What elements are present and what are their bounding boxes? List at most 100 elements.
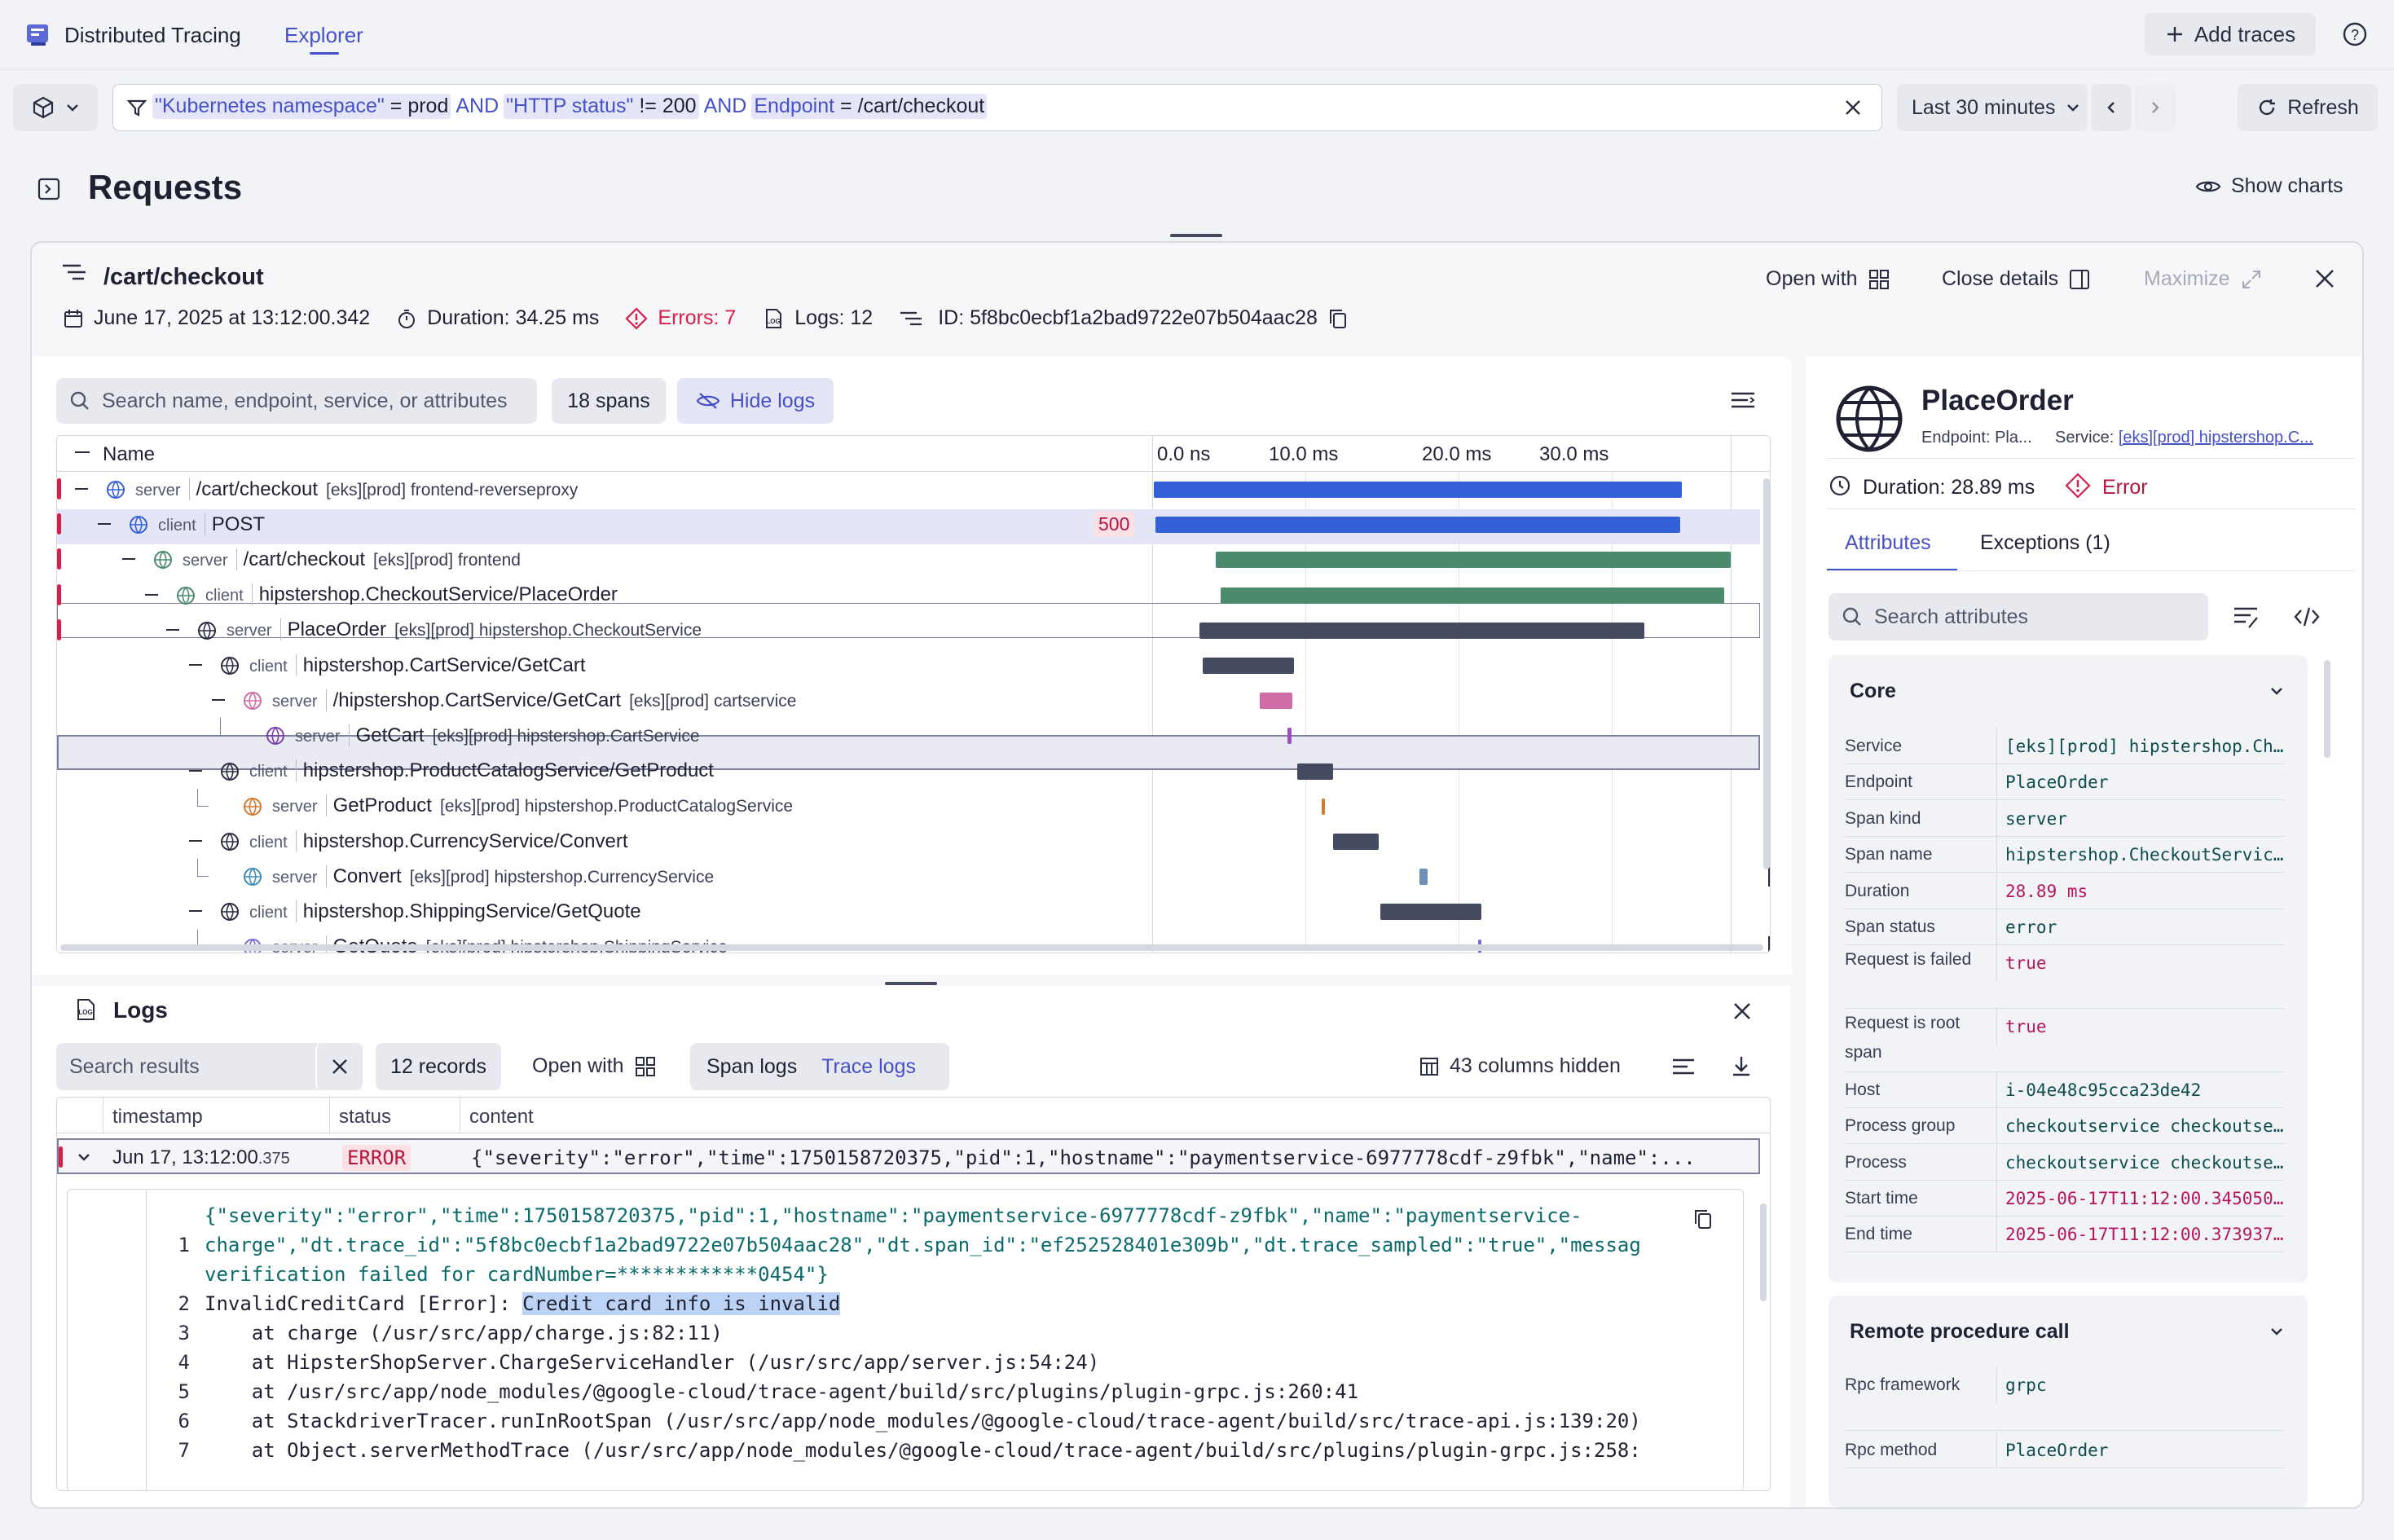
close-logs-icon[interactable] xyxy=(1732,1001,1753,1022)
span-row[interactable]: server Convert [eks][prod] hipstershop.Cur… xyxy=(57,859,1760,894)
attribute-row[interactable]: Service [eks][prod] hipstershop.Ch... xyxy=(1845,728,2285,764)
log-icon[interactable]: LOG xyxy=(1763,864,1770,888)
span-row[interactable]: server/cart/checkout [eks][prod] frontend… xyxy=(57,472,1760,507)
collapse-toggle[interactable] xyxy=(98,523,111,526)
span-bar[interactable] xyxy=(1322,798,1325,815)
attribute-search-input[interactable]: Search attributes xyxy=(1829,593,2208,640)
segment-selector[interactable] xyxy=(13,84,98,131)
span-row[interactable]: client hipstershop.CurrencyService/Conver… xyxy=(57,824,1760,859)
open-with-button[interactable]: Open with xyxy=(1766,267,1890,291)
attribute-row[interactable]: Request is root span true xyxy=(1845,1009,2285,1073)
collapse-toggle[interactable] xyxy=(189,910,202,913)
span-row[interactable]: client hipstershop.CartService/GetCart xyxy=(57,648,1760,683)
span-row[interactable]: server/hipstershop.CartService/GetCart [e… xyxy=(57,683,1760,718)
log-icon[interactable]: LOG xyxy=(1763,935,1770,953)
collapse-toggle[interactable] xyxy=(145,593,158,596)
span-bar[interactable] xyxy=(1333,834,1379,850)
span-bar[interactable] xyxy=(1297,763,1333,780)
attribute-row[interactable]: Process group checkoutservice checkoutse.… xyxy=(1845,1108,2285,1145)
attribute-row[interactable]: Rpc framework grpc xyxy=(1845,1367,2285,1431)
attribute-row[interactable]: Start time 2025-06-17T11:12:00.345050... xyxy=(1845,1181,2285,1217)
collapse-toggle[interactable] xyxy=(166,628,179,631)
timeframe-selector[interactable]: Last 30 minutes xyxy=(1897,84,2088,131)
span-bar[interactable] xyxy=(1287,728,1292,745)
collapse-toggle[interactable] xyxy=(75,488,88,490)
filter-input[interactable]: "Kubernetes namespace" = prod AND "HTTP st… xyxy=(112,84,1882,131)
attribute-row[interactable]: Span status error xyxy=(1845,909,2285,945)
tab-attributes[interactable]: Attributes xyxy=(1845,531,1931,554)
filter-token-http-status[interactable]: "HTTP status" != 200 xyxy=(504,94,699,119)
logs-resize-handle[interactable] xyxy=(885,982,937,985)
clear-filter-icon[interactable] xyxy=(1842,97,1864,118)
chevron-down-icon[interactable] xyxy=(2269,683,2285,699)
copy-icon[interactable] xyxy=(1327,307,1349,330)
attribute-row[interactable]: Process checkoutservice checkoutse... xyxy=(1845,1144,2285,1181)
span-row[interactable]: server/cart/checkout [eks][prod] frontend xyxy=(57,542,1760,577)
span-bar[interactable] xyxy=(1419,869,1428,886)
span-row[interactable]: server GetProduct [eks][prod] hipstershop.… xyxy=(57,788,1760,824)
service-link[interactable]: [eks][prod] hipstershop.C... xyxy=(2118,429,2313,447)
attribute-row[interactable]: Request is failed true xyxy=(1845,945,2285,1010)
collapse-toggle[interactable] xyxy=(122,558,135,561)
attribute-row[interactable]: Endpoint PlaceOrder xyxy=(1845,764,2285,801)
vertical-scrollbar[interactable] xyxy=(2324,660,2330,758)
vertical-scrollbar[interactable] xyxy=(1763,478,1770,869)
span-row[interactable]: client hipstershop.CheckoutService/PlaceO… xyxy=(57,578,1760,613)
attribute-row[interactable]: Span name hipstershop.CheckoutServic... xyxy=(1845,837,2285,873)
columns-hidden-button[interactable]: 43 columns hidden xyxy=(1419,1054,1621,1078)
resize-handle[interactable] xyxy=(1170,234,1222,237)
filter-token-endpoint[interactable]: Endpoint = /cart/checkout xyxy=(751,94,988,119)
span-bar[interactable] xyxy=(1155,517,1680,534)
span-bar[interactable] xyxy=(1380,904,1481,921)
span-bar[interactable] xyxy=(1221,587,1724,604)
add-traces-button[interactable]: Add traces xyxy=(2145,13,2316,55)
attribute-row[interactable]: Host i-04e48c95cca23de42 xyxy=(1845,1071,2285,1108)
collapse-sidebar-icon[interactable] xyxy=(37,178,60,200)
clear-search-button[interactable] xyxy=(315,1043,363,1090)
span-bar[interactable] xyxy=(1260,693,1292,710)
filter-token-namespace[interactable]: "Kubernetes namespace" = prod xyxy=(152,94,451,119)
collapse-toggle[interactable] xyxy=(189,840,202,842)
maximize-button[interactable]: Maximize xyxy=(2144,267,2263,291)
download-icon[interactable] xyxy=(1730,1054,1753,1077)
horizontal-scrollbar[interactable] xyxy=(60,944,1763,951)
code-icon[interactable] xyxy=(2293,605,2321,629)
hide-logs-button[interactable]: Hide logs xyxy=(677,378,834,424)
tab-exceptions[interactable]: Exceptions (1) xyxy=(1980,531,2110,554)
copy-icon[interactable] xyxy=(1692,1208,1714,1230)
attribute-row[interactable]: Rpc method PlaceOrder xyxy=(1845,1432,2285,1468)
collapse-all-icon[interactable] xyxy=(75,451,90,453)
chevron-down-icon[interactable] xyxy=(77,1150,91,1164)
span-bar[interactable] xyxy=(1216,552,1731,569)
timeframe-prev-button[interactable] xyxy=(2091,84,2132,131)
collapse-toggle[interactable] xyxy=(189,769,202,772)
span-logs-option[interactable]: Span logs xyxy=(706,1054,798,1078)
close-icon[interactable] xyxy=(2313,267,2336,290)
logs-open-with-button[interactable]: Open with xyxy=(532,1054,657,1078)
span-bar[interactable] xyxy=(1199,622,1644,639)
vertical-scrollbar[interactable] xyxy=(1760,1203,1767,1301)
refresh-button[interactable]: Refresh xyxy=(2238,84,2378,131)
span-row[interactable]: server GetCart [eks][prod] hipstershop.Car… xyxy=(57,718,1760,753)
filter-settings-icon[interactable] xyxy=(2233,605,2259,629)
help-icon[interactable]: ? xyxy=(2342,21,2368,47)
log-row[interactable]: Jun 17, 13:12:00.375 ERROR {"severity":"… xyxy=(57,1138,1760,1174)
collapse-toggle[interactable] xyxy=(212,699,225,702)
close-details-button[interactable]: Close details xyxy=(1942,267,2091,291)
span-row[interactable]: client POST 500 xyxy=(57,507,1760,542)
logs-search-input[interactable]: Search results xyxy=(56,1043,338,1090)
span-bar[interactable] xyxy=(1154,482,1682,498)
settings-lines-icon[interactable] xyxy=(1671,1056,1696,1077)
chevron-down-icon[interactable] xyxy=(2269,1323,2285,1340)
settings-lines-icon[interactable] xyxy=(1730,389,1756,412)
collapse-toggle[interactable] xyxy=(189,664,202,666)
timeframe-next-button[interactable] xyxy=(2135,84,2176,131)
show-charts-button[interactable]: Show charts xyxy=(2195,174,2343,198)
attribute-row[interactable]: End time 2025-06-17T11:12:00.373937... xyxy=(1845,1217,2285,1253)
attribute-row[interactable]: Duration 28.89 ms xyxy=(1845,873,2285,909)
span-search-input[interactable]: Search name, endpoint, service, or attri… xyxy=(56,378,537,424)
span-bar[interactable] xyxy=(1203,658,1294,674)
attribute-row[interactable]: Span kind server xyxy=(1845,800,2285,837)
tab-explorer[interactable]: Explorer xyxy=(284,23,363,47)
span-row[interactable]: client hipstershop.ProductCatalogService/… xyxy=(57,754,1760,789)
